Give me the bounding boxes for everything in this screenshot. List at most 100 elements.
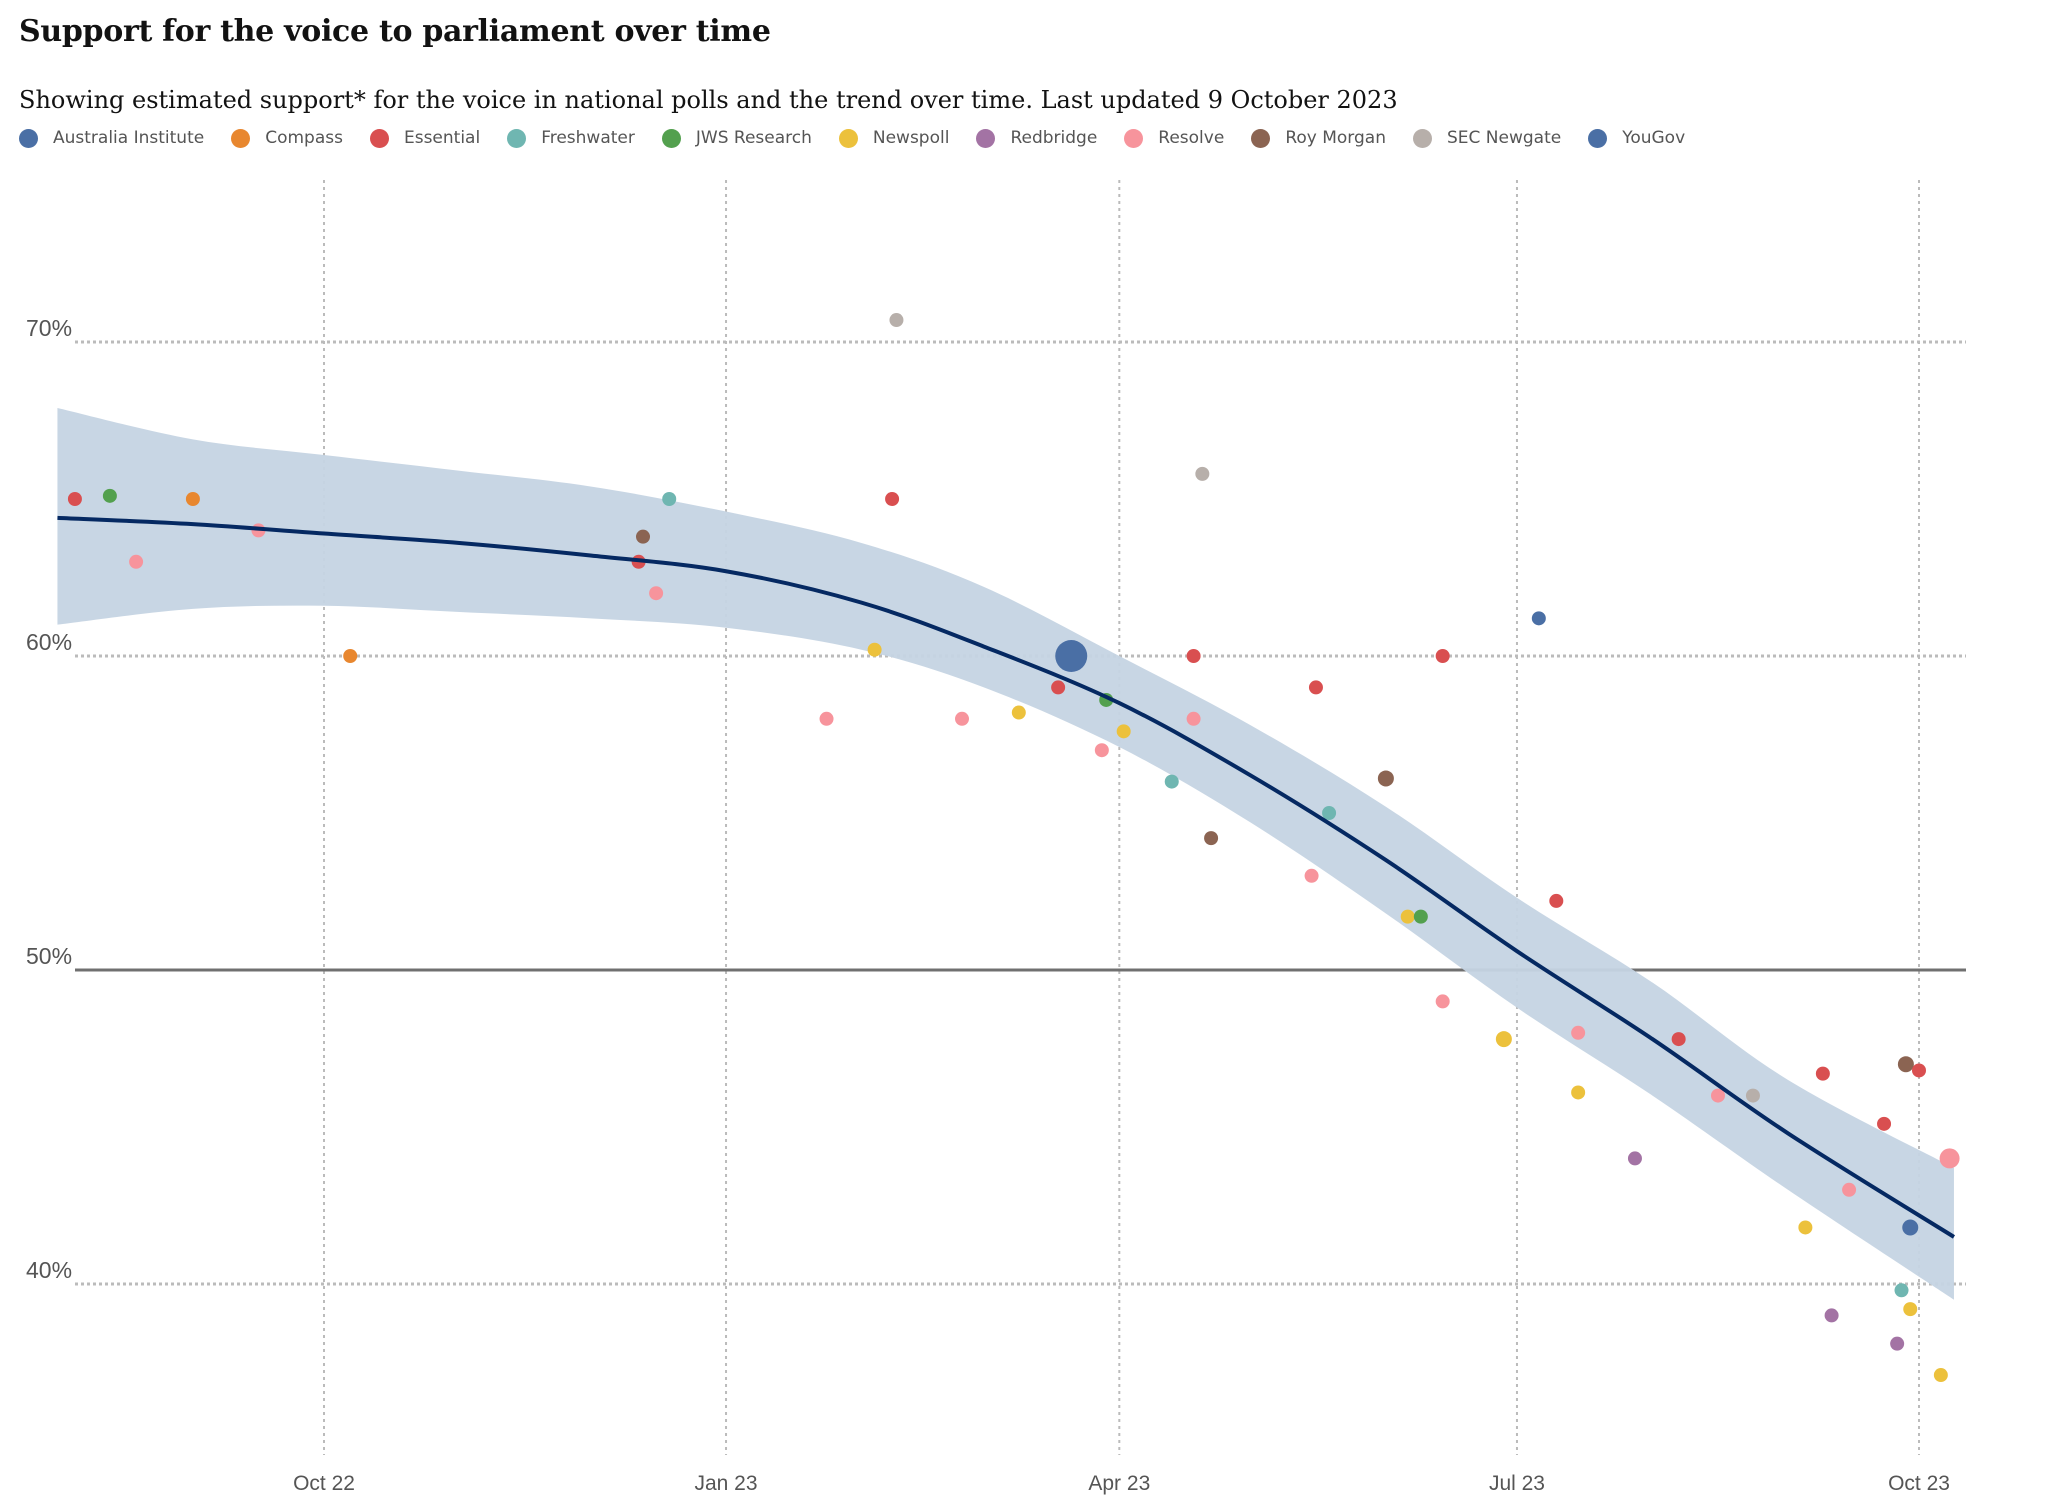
poll-point — [1186, 711, 1201, 726]
poll-point — [343, 649, 358, 663]
poll-point — [1186, 649, 1201, 663]
poll-point — [1531, 611, 1546, 626]
legend-label: JWS Research — [695, 128, 812, 148]
poll-point — [1549, 893, 1564, 908]
poll-point — [185, 492, 200, 506]
poll-point — [955, 711, 969, 726]
y-tick-label: 60% — [26, 629, 72, 655]
chart-title: Support for the voice to parliament over… — [19, 14, 771, 49]
x-tick-label: Oct 23 — [1888, 1472, 1950, 1495]
legend-label: YouGov — [1622, 128, 1686, 148]
poll-point — [649, 586, 664, 601]
legend-item-freshwater: Freshwater — [507, 128, 635, 148]
poll-point — [1912, 1063, 1926, 1078]
trend-line — [57, 515, 1956, 1239]
legend-swatch — [231, 128, 251, 148]
poll-point — [1798, 1220, 1813, 1235]
poll-point — [1897, 1056, 1914, 1073]
poll-point — [1571, 1085, 1586, 1100]
legend-item-yougov: YouGov — [1588, 128, 1685, 148]
legend-item-sec-newgate: SEC Newgate — [1412, 128, 1562, 148]
poll-point — [1902, 1219, 1919, 1236]
poll-point — [885, 492, 900, 506]
legend-swatch — [661, 128, 681, 148]
poll-point — [1322, 806, 1337, 820]
poll-point — [1400, 909, 1415, 924]
legend-label: Redbridge — [1010, 128, 1098, 148]
legend-label: Australia Institute — [53, 128, 205, 148]
legend-item-jws-research: JWS Research — [661, 128, 812, 148]
legend-label: Compass — [265, 128, 343, 148]
chart-header: Support for the voice to parliament over… — [19, 10, 2019, 118]
legend-label: Newspoll — [872, 128, 950, 148]
y-tick-label: 70% — [26, 315, 72, 341]
legend-swatch — [1251, 128, 1271, 148]
poll-point — [1413, 909, 1428, 924]
poll-point — [1377, 770, 1394, 787]
poll-point — [889, 313, 904, 328]
legend-swatch — [838, 128, 858, 148]
x-tick-label: Apr 23 — [1088, 1472, 1150, 1495]
poll-point — [1710, 1088, 1725, 1103]
poll-point — [1195, 466, 1210, 481]
poll-point — [819, 711, 834, 726]
poll-point — [1824, 1308, 1839, 1323]
poll-point — [1842, 1182, 1857, 1197]
poll-point — [67, 492, 82, 506]
poll-point — [636, 529, 650, 544]
poll-point — [1495, 1031, 1512, 1048]
legend-swatch — [369, 128, 389, 148]
legend-item-australia-institute: Australia Institute — [19, 128, 204, 148]
poll-point — [1894, 1283, 1909, 1298]
legend-label: Freshwater — [541, 128, 635, 148]
legend-label: Essential — [403, 128, 481, 148]
legend-swatch — [1412, 128, 1432, 148]
poll-point — [1094, 743, 1109, 758]
poll-point — [1745, 1088, 1760, 1103]
legend-label: Resolve — [1158, 128, 1225, 148]
legend-item-redbridge: Redbridge — [976, 128, 1097, 148]
x-tick-label: Oct 22 — [293, 1472, 355, 1495]
legend: Australia Institute Compass Essential Fresh… — [19, 128, 1712, 148]
poll-point — [1435, 994, 1450, 1009]
legend-item-resolve: Resolve — [1124, 128, 1224, 148]
poll-point — [662, 492, 677, 506]
poll-point — [867, 642, 882, 657]
x-tick-label: Jan 23 — [694, 1472, 757, 1495]
poll-point — [1116, 724, 1131, 739]
legend-item-roy-morgan: Roy Morgan — [1251, 128, 1386, 148]
poll-point — [1435, 649, 1450, 663]
y-tick-label: 40% — [26, 1257, 72, 1283]
legend-swatch — [1588, 128, 1608, 148]
x-tick-label: Jul 23 — [1489, 1472, 1545, 1495]
legend-label: SEC Newgate — [1446, 128, 1562, 148]
legend-label: Roy Morgan — [1285, 128, 1386, 148]
poll-point — [1815, 1066, 1830, 1081]
poll-point — [1164, 774, 1179, 789]
legend-swatch — [976, 128, 996, 148]
poll-point — [1877, 1116, 1892, 1131]
legend-item-newspoll: Newspoll — [838, 128, 950, 148]
poll-point — [1571, 1025, 1586, 1040]
poll-point — [1933, 1368, 1948, 1383]
poll-point — [1308, 680, 1323, 695]
poll-point — [1671, 1032, 1686, 1047]
confidence-band — [57, 407, 1954, 1300]
legend-item-essential: Essential — [369, 128, 481, 148]
poll-point — [1627, 1151, 1642, 1166]
poll-point — [1204, 831, 1219, 846]
chart-subtitle: Showing estimated support* for the voice… — [19, 86, 1398, 114]
poll-point — [102, 488, 117, 503]
legend-item-compass: Compass — [231, 128, 343, 148]
legend-swatch — [19, 128, 38, 148]
poll-point — [1939, 1148, 1960, 1169]
poll-point — [1011, 705, 1026, 720]
legend-swatch — [507, 128, 527, 148]
legend-swatch — [1124, 128, 1144, 148]
poll-point — [1890, 1336, 1905, 1351]
poll-point — [1055, 640, 1088, 672]
poll-point — [1304, 868, 1319, 883]
y-tick-label: 50% — [26, 943, 72, 969]
poll-point — [1903, 1302, 1918, 1317]
